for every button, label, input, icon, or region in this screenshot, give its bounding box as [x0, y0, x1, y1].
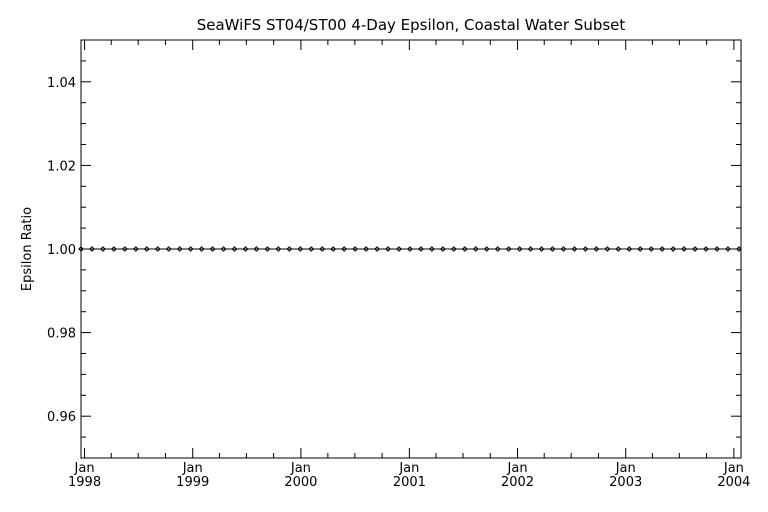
- data-point: [648, 246, 655, 252]
- data-point: [198, 246, 205, 252]
- x-axis-ticks: Jan1998Jan1999Jan2000Jan2001Jan2002Jan20…: [68, 40, 750, 490]
- data-point: [659, 246, 666, 252]
- data-point: [681, 246, 688, 252]
- data-point: [461, 246, 468, 252]
- x-tick-month-label: Jan: [507, 461, 528, 476]
- x-tick-month-label: Jan: [615, 461, 636, 476]
- data-point: [407, 246, 413, 252]
- data-point: [308, 246, 315, 252]
- data-point: [527, 246, 534, 252]
- x-tick-year-label: 2004: [717, 475, 750, 490]
- data-point: [516, 246, 523, 252]
- data-point: [571, 246, 578, 252]
- data-point: [286, 246, 293, 252]
- data-point: [593, 246, 600, 252]
- data-point: [428, 246, 435, 252]
- data-point: [297, 246, 304, 252]
- data-point: [703, 246, 709, 252]
- data-point: [220, 246, 227, 252]
- data-point: [439, 246, 446, 252]
- x-tick-year-label: 1998: [68, 475, 101, 490]
- x-tick-month-label: Jan: [398, 461, 419, 476]
- y-tick-label: 0.98: [47, 327, 76, 342]
- data-point: [725, 246, 731, 252]
- data-point: [582, 246, 589, 252]
- data-point: [604, 246, 611, 252]
- data-point: [626, 246, 633, 252]
- y-tick-label: 1.04: [47, 76, 76, 91]
- data-point: [89, 246, 95, 252]
- data-point: [319, 246, 326, 252]
- data-point: [341, 246, 348, 252]
- x-tick-month-label: Jan: [182, 461, 203, 476]
- data-point: [472, 246, 479, 252]
- data-point: [165, 246, 172, 252]
- x-tick-year-label: 2000: [284, 475, 317, 490]
- data-point: [494, 246, 501, 252]
- data-point: [363, 246, 370, 252]
- data-point: [385, 246, 391, 252]
- data-point: [615, 246, 622, 252]
- data-point: [187, 246, 194, 252]
- data-point: [505, 246, 512, 252]
- data-point: [483, 246, 490, 252]
- chart-title: SeaWiFS ST04/ST00 4-Day Epsilon, Coastal…: [197, 16, 626, 34]
- data-point: [418, 246, 424, 252]
- data-point: [242, 246, 249, 252]
- data-point: [637, 246, 644, 252]
- data-point: [231, 246, 238, 252]
- x-tick-month-label: Jan: [74, 461, 95, 476]
- data-point: [110, 246, 117, 252]
- x-tick-year-label: 2003: [609, 475, 642, 490]
- x-tick-year-label: 2002: [501, 475, 534, 490]
- data-point: [253, 246, 260, 252]
- y-axis-label: Epsilon Ratio: [20, 207, 35, 291]
- data-point: [78, 246, 84, 252]
- data-point: [560, 246, 567, 252]
- data-point: [264, 246, 271, 252]
- y-tick-label: 1.00: [47, 243, 76, 258]
- data-point: [549, 246, 556, 252]
- x-tick-month-label: Jan: [290, 461, 311, 476]
- data-point: [154, 246, 161, 252]
- data-point: [132, 246, 139, 252]
- y-tick-label: 1.02: [47, 159, 76, 174]
- data-point: [538, 246, 545, 252]
- data-point: [143, 246, 150, 252]
- data-point: [330, 246, 337, 252]
- data-point: [100, 246, 106, 252]
- x-tick-year-label: 1999: [176, 475, 209, 490]
- data-point: [209, 246, 216, 252]
- data-point: [714, 246, 720, 252]
- data-point: [450, 246, 457, 252]
- data-point: [736, 246, 742, 252]
- data-point: [176, 246, 183, 252]
- series-layer: [78, 246, 742, 252]
- data-point: [396, 246, 402, 252]
- x-tick-month-label: Jan: [723, 461, 744, 476]
- data-point: [374, 246, 380, 252]
- data-point: [121, 246, 128, 252]
- x-tick-year-label: 2001: [393, 475, 426, 490]
- data-point: [692, 246, 698, 252]
- data-point: [352, 246, 359, 252]
- data-point: [670, 246, 677, 252]
- y-tick-label: 0.96: [47, 410, 76, 425]
- data-point: [275, 246, 282, 252]
